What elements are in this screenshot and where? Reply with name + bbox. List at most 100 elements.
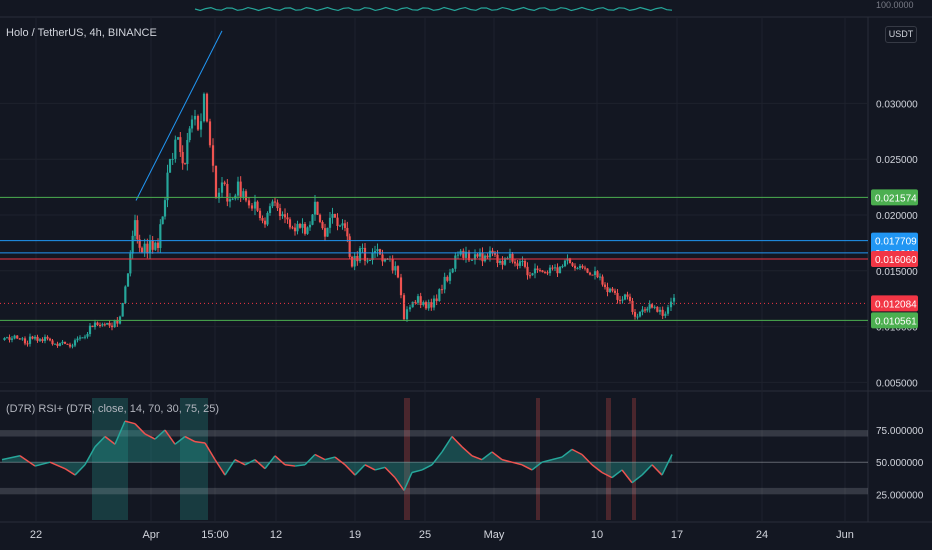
candle — [621, 299, 624, 301]
level-tag — [871, 312, 918, 329]
candle — [432, 298, 436, 308]
candle — [16, 335, 19, 339]
rsi-line-segment — [661, 454, 673, 476]
rsi-line-segment — [114, 420, 126, 445]
rsi-line-segment — [334, 456, 346, 466]
candle — [483, 255, 487, 262]
candle — [231, 198, 234, 200]
candle — [239, 181, 242, 197]
candle — [650, 304, 654, 308]
candle — [247, 200, 251, 206]
candle — [313, 201, 317, 215]
candle — [236, 181, 240, 196]
level-tag — [871, 295, 918, 312]
level-tag-label: 0.021574 — [875, 193, 917, 204]
rsi-line-segment — [471, 455, 483, 461]
rsi-line-segment — [621, 469, 633, 484]
candle — [448, 272, 452, 281]
candle — [208, 121, 212, 146]
candle — [538, 270, 542, 272]
time-tick-label: 22 — [30, 529, 42, 541]
candle — [91, 325, 94, 328]
candle — [338, 225, 342, 227]
candle — [498, 260, 502, 263]
candle — [321, 221, 324, 229]
candle — [263, 220, 267, 225]
rsi-lower-band — [0, 487, 868, 495]
rsi-line-segment — [581, 453, 593, 466]
candle — [462, 250, 465, 258]
candle — [493, 253, 497, 255]
candle — [571, 263, 574, 266]
candle — [506, 257, 509, 259]
candle — [116, 320, 119, 324]
candle — [129, 253, 132, 274]
candle — [48, 338, 52, 341]
trendline[interactable] — [135, 30, 223, 201]
candle — [126, 273, 130, 287]
candle — [573, 265, 577, 269]
rsi-line-segment — [124, 420, 136, 425]
candle — [664, 313, 667, 316]
rsi-line-segment — [294, 464, 306, 467]
candle — [638, 311, 642, 317]
rsi-line-segment — [49, 461, 66, 470]
candle — [346, 227, 349, 237]
candle — [133, 220, 137, 236]
candle — [543, 272, 547, 274]
candle — [454, 255, 457, 269]
candle — [131, 235, 134, 254]
candle — [541, 270, 544, 273]
candle — [296, 223, 299, 232]
currency-button[interactable]: USDT — [885, 26, 917, 43]
candle — [163, 200, 167, 217]
candle — [146, 243, 149, 254]
candle — [318, 214, 322, 222]
candle — [558, 266, 562, 274]
candle — [643, 309, 647, 311]
candle — [430, 302, 433, 308]
candle — [422, 302, 425, 305]
candle — [188, 128, 191, 141]
rsi-line-segment — [174, 435, 186, 445]
candle — [28, 336, 32, 344]
rsi-line-segment — [411, 469, 423, 474]
candle — [427, 302, 430, 309]
price-tick-label: 0.030000 — [876, 99, 918, 110]
candle — [523, 261, 527, 267]
candle — [653, 306, 656, 308]
candle — [13, 335, 16, 339]
candle — [553, 267, 557, 269]
candle — [166, 172, 169, 201]
candle — [256, 201, 259, 211]
candle — [121, 302, 124, 317]
candle — [266, 212, 269, 225]
candle — [563, 260, 567, 267]
rsi-line-segment — [214, 459, 226, 476]
candle — [205, 93, 209, 122]
candle — [228, 199, 232, 202]
rsi-line-segment — [19, 455, 36, 467]
candle — [202, 93, 206, 122]
candle — [603, 284, 607, 288]
candle — [303, 223, 307, 234]
rsi-line-segment — [244, 458, 256, 466]
candle — [633, 311, 637, 317]
candle — [101, 324, 104, 326]
level-tag — [871, 232, 918, 249]
rsi-line-segment — [611, 469, 623, 479]
candle — [148, 240, 152, 254]
rsi-line-segment — [64, 468, 76, 476]
candle — [551, 267, 554, 269]
rsi-line-segment — [631, 474, 643, 484]
candle — [193, 115, 197, 120]
candle — [108, 322, 111, 326]
candle — [516, 263, 519, 266]
candle — [383, 259, 387, 262]
candle — [124, 286, 127, 303]
candle — [568, 258, 572, 264]
rsi-line-segment — [551, 456, 563, 461]
candle — [546, 272, 549, 274]
time-tick-label: 17 — [671, 529, 683, 541]
candle — [61, 341, 64, 344]
